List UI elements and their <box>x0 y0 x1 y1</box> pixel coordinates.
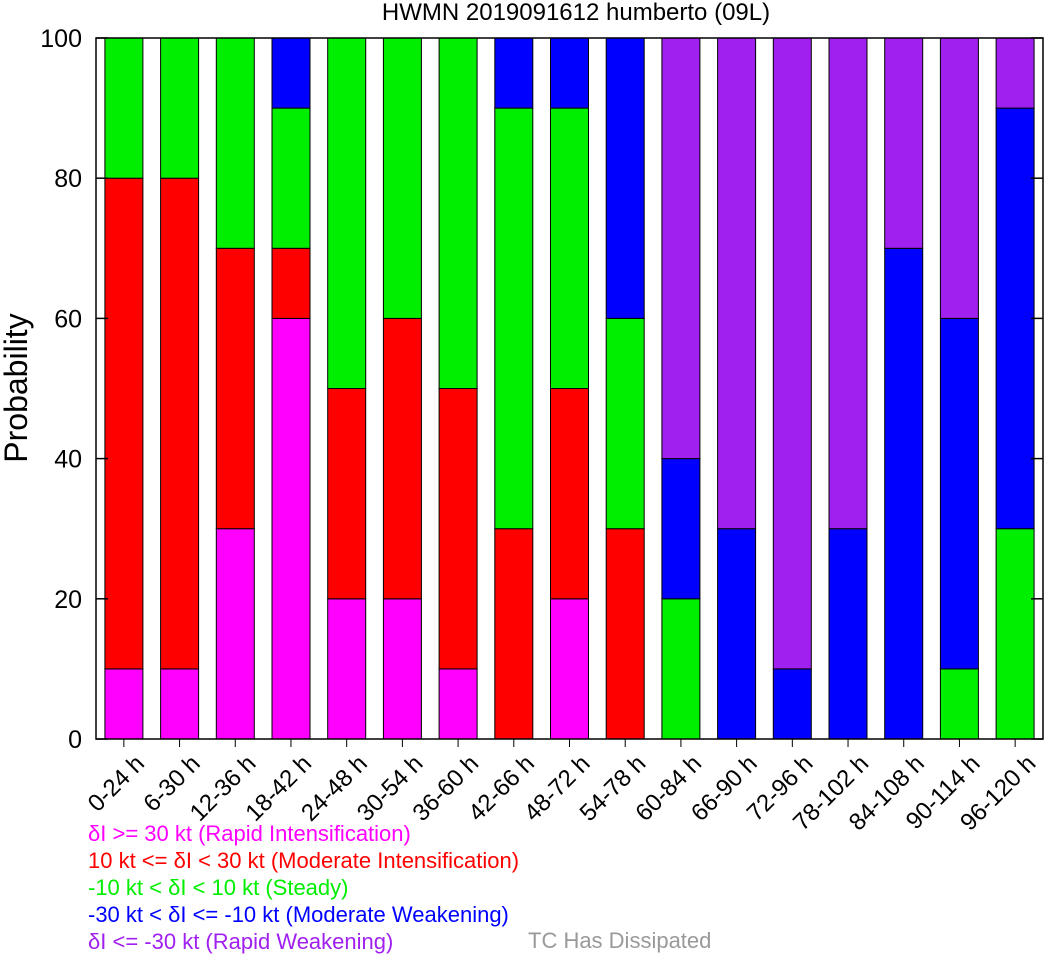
bar-segment <box>550 37 589 109</box>
bar-segment <box>884 37 924 249</box>
bar-segment <box>661 37 701 460</box>
bar-segment <box>550 107 589 389</box>
bar-segment <box>215 247 255 530</box>
chart-title: HWMN 2019091612 humberto (09L) <box>382 0 770 26</box>
y-tick-label: 60 <box>54 305 82 333</box>
bar-segment <box>382 317 422 600</box>
bar-segment <box>828 528 868 740</box>
plot-frame <box>95 37 1044 740</box>
bar-segment <box>550 388 589 600</box>
bar-segment <box>438 388 478 670</box>
bar-segment <box>494 528 534 740</box>
bar-segment <box>160 177 200 670</box>
legend-dissipated: TC Has Dissipated <box>528 928 712 953</box>
bar-segment <box>382 598 422 740</box>
bar-segment <box>939 317 979 670</box>
bar-segment <box>104 668 144 740</box>
bar-segment <box>605 317 645 530</box>
bar-segment <box>939 37 979 319</box>
legend-rapid-intensification: δI >= 30 kt (Rapid Intensification) <box>88 821 411 846</box>
y-axis-label: Probability <box>0 313 34 462</box>
bar-segment <box>271 247 311 319</box>
bars-group <box>104 37 1035 740</box>
bar-segment <box>271 37 311 109</box>
bar-segment <box>550 598 589 740</box>
bar-segment <box>995 107 1035 530</box>
bar-segment <box>327 37 367 389</box>
bar-segment <box>828 37 868 530</box>
legend-moderate-weakening: -30 kt < δI <= -10 kt (Moderate Weakenin… <box>88 902 509 927</box>
bar-segment <box>494 37 534 109</box>
bar-segment <box>160 37 200 179</box>
legend-moderate-intensification: 10 kt <= δI < 30 kt (Moderate Intensific… <box>88 848 520 873</box>
bar-segment <box>605 528 645 740</box>
bar-segment <box>494 107 534 530</box>
bar-segment <box>772 37 812 670</box>
bar-segment <box>215 528 255 740</box>
legend: δI >= 30 kt (Rapid Intensification) 10 k… <box>88 820 519 955</box>
y-tick-label: 0 <box>68 726 82 754</box>
bar-segment <box>271 317 311 740</box>
bar-segment <box>995 528 1035 740</box>
x-tick-label: 0-24 h <box>83 750 150 817</box>
bar-segment <box>605 37 645 319</box>
bar-segment <box>438 668 478 740</box>
bar-segment <box>327 388 367 600</box>
bar-segment <box>995 37 1035 109</box>
bar-segment <box>884 247 924 740</box>
y-tick-label: 40 <box>54 446 82 474</box>
legend-steady: -10 kt < δI < 10 kt (Steady) <box>88 875 349 900</box>
bar-segment <box>661 458 701 600</box>
bar-segment <box>160 668 200 740</box>
bar-segment <box>215 37 255 249</box>
bar-segment <box>104 177 144 670</box>
bar-segment <box>717 37 757 530</box>
y-tick-label: 100 <box>40 25 82 53</box>
bar-segment <box>327 598 367 740</box>
y-tick-label: 80 <box>54 165 82 193</box>
bar-segment <box>939 668 979 740</box>
bar-segment <box>438 37 478 389</box>
bar-segment <box>271 107 311 249</box>
y-tick-label: 20 <box>54 586 82 614</box>
bar-segment <box>382 37 422 319</box>
bar-segment <box>772 668 812 740</box>
bar-segment <box>717 528 757 740</box>
legend-rapid-weakening: δI <= -30 kt (Rapid Weakening) <box>88 929 394 954</box>
bar-segment <box>104 37 144 179</box>
bar-segment <box>661 598 701 740</box>
